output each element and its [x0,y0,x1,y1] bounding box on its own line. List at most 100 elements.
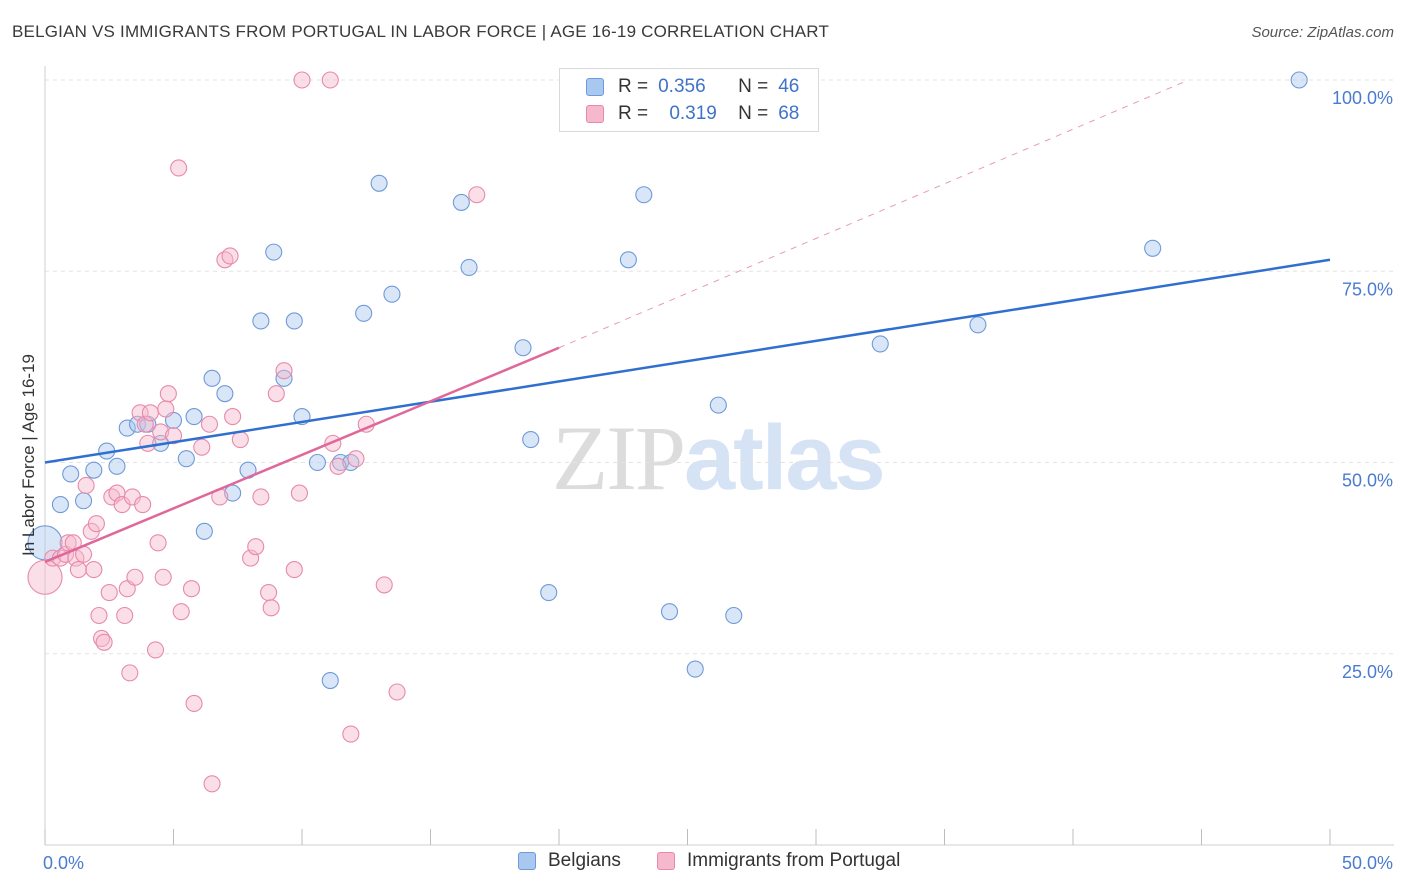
correlation-legend: R = 0.356 N = 46 R = 0.319 N = 68 [559,68,819,132]
data-point [51,496,69,514]
data-point [969,316,987,334]
data-point [118,419,136,437]
data-point [308,453,326,472]
data-point [252,312,270,330]
legend-n-label: N = [738,76,769,97]
legend-swatch-portugal [586,105,604,123]
data-point [87,515,105,533]
data-point [149,534,167,552]
data-point [75,492,93,510]
data-point [159,385,177,403]
data-point [619,251,637,269]
y-tick-label: 50.0% [1342,471,1393,491]
data-point [375,576,393,594]
data-point [182,580,201,598]
data-point [370,174,388,192]
series-portugal [27,71,486,793]
data-point [90,606,108,625]
data-point [193,438,211,456]
trend-line-portugal [44,346,560,564]
data-point [871,335,889,353]
data-point [200,415,219,433]
data-point [221,247,239,265]
axes [44,66,1394,846]
data-point [540,583,558,602]
data-point [342,725,360,743]
data-point [686,660,704,678]
data-point [260,583,278,602]
data-point [141,404,159,422]
data-point [635,186,653,204]
data-point [59,534,77,552]
data-point [154,568,172,586]
data-point [134,496,152,514]
data-point [100,583,118,602]
series-layer [27,71,1308,793]
data-point [224,408,242,426]
x-tick-label: 50.0% [1342,853,1393,873]
data-point [185,408,203,426]
data-point [62,465,80,483]
bottom-legend-label-belgians: Belgians [548,850,621,871]
data-point [152,423,170,441]
data-point [452,193,470,211]
trend-line-belgians [44,258,1331,464]
data-point [1290,71,1308,89]
data-point [164,427,183,445]
data-point [139,434,157,452]
trend-layer [44,79,1331,564]
legend-r-value: 0.356 [658,76,706,97]
data-point [522,430,540,449]
data-point [285,312,303,330]
data-point [185,694,203,713]
data-point [247,538,265,556]
data-point [69,561,87,579]
data-point [275,362,293,380]
x-tick-label: 0.0% [43,853,84,873]
data-point [77,476,95,495]
data-point [216,385,234,403]
y-tick-label: 75.0% [1342,279,1393,299]
bottom-legend-swatch-portugal [657,852,675,870]
data-point [85,461,103,479]
data-point [285,561,303,579]
data-point [203,775,221,793]
y-tick-label: 100.0% [1332,88,1393,108]
y-axis-label: In Labor Force | Age 16-19 [19,354,38,556]
bottom-legend-portugal: Immigrants from Portugal [657,850,900,872]
data-point [146,641,165,659]
legend-row-portugal: R = 0.319 N = 68 [586,101,799,127]
data-point [95,633,113,651]
series-belgians [27,71,1308,690]
data-point [355,304,373,322]
data-point [321,71,339,89]
bottom-legend-belgians: Belgians [518,850,621,872]
data-point [514,339,532,357]
data-point [262,599,280,617]
data-point [468,186,486,204]
data-point [293,71,311,89]
data-point [321,671,339,690]
axis-labels: 100.0% 75.0% 50.0% 25.0% 0.0% 50.0% In Labor F… [19,88,1393,873]
data-point [252,488,270,506]
y-tick-label: 25.0% [1342,662,1393,682]
data-point [660,603,679,621]
data-point [157,400,175,418]
data-point [177,450,195,468]
data-point [231,430,249,449]
data-point [388,683,406,701]
legend-n-value: 46 [778,76,800,97]
data-point [170,159,188,177]
data-point [1144,239,1162,257]
data-point [267,385,285,403]
data-point [85,561,103,579]
legend-r-value: 0.319 [669,103,717,124]
data-point [329,457,347,475]
data-point [108,457,126,475]
legend-swatch-belgians [586,78,604,96]
bottom-legend-label-portugal: Immigrants from Portugal [687,850,901,871]
legend-r-label: R = [618,103,649,124]
data-point [203,369,221,387]
data-point [383,285,401,303]
